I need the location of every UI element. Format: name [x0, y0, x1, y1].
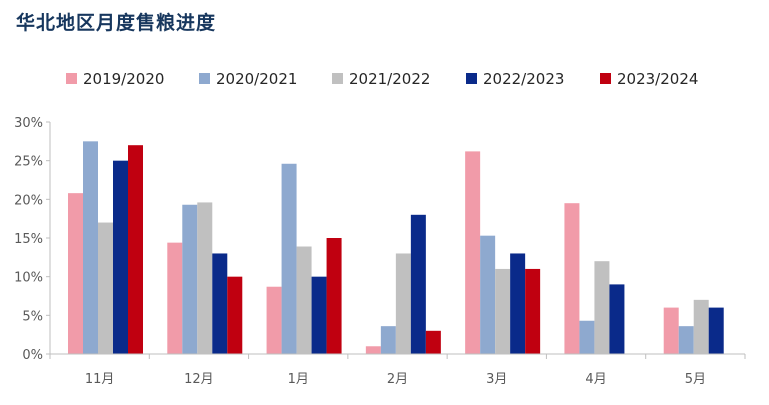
- bar: [167, 242, 183, 354]
- x-tick-label: 5月: [685, 372, 706, 387]
- bar: [594, 261, 610, 354]
- legend-item: 2019/2020: [66, 70, 164, 88]
- bar: [197, 202, 213, 354]
- x-tick-label: 4月: [585, 372, 606, 387]
- legend-label: 2019/2020: [83, 70, 164, 88]
- legend-swatch: [199, 73, 210, 84]
- bar: [708, 307, 724, 354]
- bar: [510, 253, 526, 354]
- legend-swatch: [466, 73, 477, 84]
- legend-label: 2020/2021: [216, 70, 297, 88]
- x-tick-label: 3月: [486, 372, 507, 387]
- legend-item: 2021/2022: [332, 70, 430, 88]
- y-tick-label: 0%: [22, 348, 43, 363]
- legend-swatch: [332, 73, 343, 84]
- legend-item: 2023/2024: [600, 70, 698, 88]
- y-tick-label: 5%: [22, 309, 43, 324]
- legend-item: 2020/2021: [199, 70, 297, 88]
- bar: [182, 204, 198, 354]
- legend-swatch: [600, 73, 611, 84]
- legend-swatch: [66, 73, 77, 84]
- bar: [68, 193, 83, 354]
- bar: [113, 160, 128, 354]
- bar: [678, 326, 694, 354]
- legend-label: 2021/2022: [349, 70, 430, 88]
- bar: [227, 276, 243, 354]
- bar: [609, 284, 625, 354]
- bar: [663, 307, 679, 354]
- x-axis: 11月 12月 1月 2月 3月 4月 5月: [49, 353, 746, 387]
- bar: [495, 268, 511, 354]
- bar: [410, 214, 426, 354]
- bars: [68, 141, 724, 354]
- bar: [564, 203, 580, 354]
- bar: [212, 253, 228, 354]
- legend-label: 2022/2023: [483, 70, 564, 88]
- y-tick-label: 10%: [14, 271, 43, 286]
- bar: [365, 346, 381, 354]
- bar: [525, 268, 541, 354]
- bar: [465, 151, 481, 354]
- bar: [83, 141, 98, 354]
- bar: [425, 330, 441, 354]
- bar: [296, 246, 312, 354]
- bar: [326, 238, 342, 354]
- y-tick-label: 20%: [14, 193, 43, 208]
- bar: [693, 299, 709, 354]
- bar: [311, 276, 327, 354]
- bar: [98, 222, 113, 354]
- legend: 2019/2020 2020/2021 2021/2022 2022/2023 2023…: [66, 70, 698, 88]
- bar: [579, 320, 595, 354]
- legend-item: 2022/2023: [466, 70, 564, 88]
- y-axis: 0% 5% 10% 15% 20% 25% 30%: [14, 116, 51, 363]
- x-tick-label: 12月: [184, 372, 214, 387]
- y-tick-label: 30%: [14, 116, 43, 131]
- bar: [480, 235, 496, 354]
- y-tick-label: 15%: [14, 232, 43, 247]
- x-tick-label: 2月: [387, 372, 408, 387]
- bar: [281, 163, 297, 354]
- legend-label: 2023/2024: [617, 70, 698, 88]
- y-tick-label: 25%: [14, 155, 43, 170]
- bar: [266, 286, 282, 354]
- bar: [128, 145, 143, 354]
- x-tick-label: 1月: [288, 372, 309, 387]
- bar: [395, 253, 411, 354]
- x-tick-label: 11月: [85, 372, 115, 387]
- chart-title: 华北地区月度售粮进度: [16, 12, 217, 34]
- bar: [380, 326, 396, 354]
